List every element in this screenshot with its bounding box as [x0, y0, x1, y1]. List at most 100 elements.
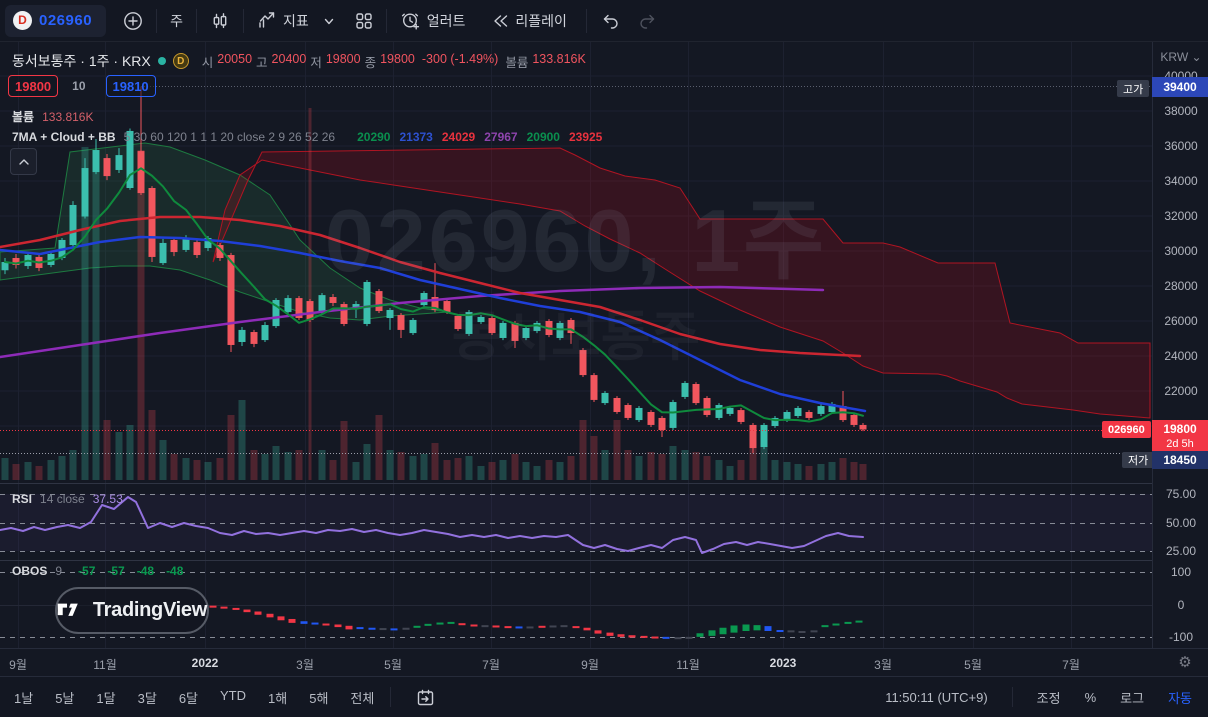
symbol-description: 동서보통주 · 1주 · KRX: [12, 53, 151, 69]
time-tick: 7월: [482, 658, 500, 672]
divider: [390, 687, 392, 707]
scale-options: 11:50:11 (UTC+9) 조정 % 로그 자동: [885, 687, 1208, 707]
redo-button[interactable]: [629, 5, 667, 37]
low-price-label: 저가: [1122, 452, 1155, 468]
symbol-search-button[interactable]: D 026960: [5, 4, 107, 37]
ohlc-values: 시 20050 고 20400 저 19800 종 19800 -300 (-1.49%) 볼륨 1…: [201, 51, 586, 70]
rsi-params: 14 close: [40, 492, 85, 506]
spread-value: 10: [72, 79, 86, 93]
volume-legend[interactable]: 볼륨 133.816K: [12, 108, 93, 125]
indicators-dropdown-button[interactable]: [318, 5, 340, 37]
axis-tick: 25.00: [1165, 544, 1197, 558]
data-provider-icon: D: [172, 53, 189, 69]
percent-toggle[interactable]: %: [1084, 689, 1097, 705]
axis-tick: 26000: [1164, 314, 1198, 328]
auto-scale-toggle[interactable]: 자동: [1168, 690, 1192, 706]
time-tick: 9월: [581, 658, 599, 672]
range-button[interactable]: 3달: [137, 690, 157, 706]
rsi-value: 37.53: [92, 492, 123, 506]
settings-gear-icon[interactable]: ⚙: [1178, 654, 1192, 671]
volume-title: 볼륨: [12, 110, 35, 124]
undo-button[interactable]: [591, 5, 629, 37]
interval-label: 주: [170, 12, 183, 29]
time-tick: 3월: [874, 658, 892, 672]
undo-icon: [603, 14, 618, 29]
chevron-down-icon: [324, 18, 333, 24]
tradingview-logo-icon: [57, 603, 78, 616]
time-tick: 5월: [384, 658, 402, 672]
range-button[interactable]: 5해: [309, 690, 329, 706]
compare-add-button[interactable]: [114, 5, 152, 37]
volume-value: 133.816K: [42, 109, 94, 124]
axis-tick: 34000: [1164, 174, 1198, 188]
divider: [585, 8, 587, 33]
chart-canvas[interactable]: [0, 42, 1152, 648]
divider: [242, 8, 244, 33]
axis-tick: 0: [1177, 598, 1185, 612]
alert-label: 얼러트: [426, 12, 466, 29]
current-price-value: 19800: [1163, 422, 1197, 436]
axis-tick: 75.00: [1165, 487, 1197, 501]
axis-tick: 38000: [1164, 104, 1198, 118]
indicator-title: 7MA + Cloud + BB: [12, 130, 116, 144]
range-button[interactable]: YTD: [220, 687, 247, 703]
session-clock[interactable]: 11:50:11 (UTC+9): [885, 689, 988, 705]
range-button[interactable]: 1해: [268, 690, 288, 706]
range-button[interactable]: 5날: [55, 690, 75, 706]
indicator-values: 20290 21373 24029 27967 20900 23925: [357, 130, 603, 144]
quote-row: 19800 10 19810: [8, 75, 156, 97]
time-tick: 2023: [769, 656, 797, 670]
chart-style-button[interactable]: [201, 5, 239, 37]
price-axis[interactable]: KRW ⌄ 40000 38000 36000 34000 32000 30000 2800…: [1152, 42, 1208, 676]
obos-values: -57 -57 -48 -48: [78, 564, 184, 578]
obos-params: 9: [55, 564, 63, 578]
axis-tick: 50.00: [1165, 516, 1197, 530]
obos-legend[interactable]: OBOS 9 -57 -57 -48 -48: [12, 564, 183, 578]
go-to-date-button[interactable]: [407, 681, 444, 713]
range-button[interactable]: 전체: [350, 690, 375, 706]
range-button[interactable]: 6달: [178, 690, 199, 706]
layout-templates-button[interactable]: [346, 5, 382, 37]
legend-collapse-button[interactable]: [10, 148, 37, 175]
symbol-text: 026960: [39, 12, 93, 29]
currency-label[interactable]: KRW ⌄: [1160, 50, 1202, 64]
ask-price-button[interactable]: 19810: [105, 75, 156, 97]
divider: [385, 8, 387, 33]
divider: [195, 8, 197, 33]
chevron-up-icon: [18, 158, 29, 165]
current-price-badge: 19800 2d 5h: [1152, 420, 1208, 452]
calendar-icon: [418, 689, 434, 705]
axis-tick: 22000: [1164, 384, 1198, 398]
time-axis[interactable]: ⚙ 9월 11월 2022 3월 5월 7월 9월 11월 2023 3월 5월 7월: [0, 648, 1208, 676]
ma-cloud-legend[interactable]: 7MA + Cloud + BB 5 30 60 120 1 1 1 20 cl…: [12, 130, 602, 144]
rsi-title: RSI: [12, 492, 33, 506]
range-button[interactable]: 1날: [14, 690, 34, 706]
range-button[interactable]: 1달: [96, 690, 116, 706]
bar-countdown: 2d 5h: [1166, 438, 1194, 450]
alarm-clock-icon: [401, 13, 419, 30]
replay-button[interactable]: 리플레이: [482, 5, 576, 37]
main-legend[interactable]: 동서보통주 · 1주 · KRX D 시 20050 고 20400 저 19800 종 19…: [12, 51, 586, 71]
high-price-badge: 39400: [1152, 77, 1208, 97]
rewind-icon: [494, 14, 508, 27]
exchange-logo-icon: D: [13, 11, 32, 30]
interval-button[interactable]: 주: [161, 5, 192, 37]
indicators-icon: [259, 11, 275, 28]
redo-icon: [640, 14, 655, 29]
tradingview-logo[interactable]: TradingView: [55, 587, 209, 634]
axis-tick: 30000: [1164, 244, 1198, 258]
adjust-toggle[interactable]: 조정: [1036, 690, 1061, 706]
plus-circle-icon: [124, 11, 142, 30]
alert-button[interactable]: 얼러트: [391, 5, 475, 37]
obos-title: OBOS: [12, 564, 48, 578]
axis-tick: 36000: [1164, 139, 1198, 153]
indicators-button[interactable]: 지표: [248, 5, 318, 37]
time-tick: 9월: [9, 658, 27, 672]
axis-tick: 100: [1170, 565, 1192, 579]
low-price-badge: 18450: [1152, 451, 1208, 469]
rsi-legend[interactable]: RSI 14 close 37.53: [12, 492, 123, 506]
bid-price-button[interactable]: 19800: [8, 75, 59, 97]
log-toggle[interactable]: 로그: [1120, 690, 1145, 706]
time-tick: 5월: [964, 658, 982, 672]
axis-tick: 32000: [1164, 209, 1198, 223]
